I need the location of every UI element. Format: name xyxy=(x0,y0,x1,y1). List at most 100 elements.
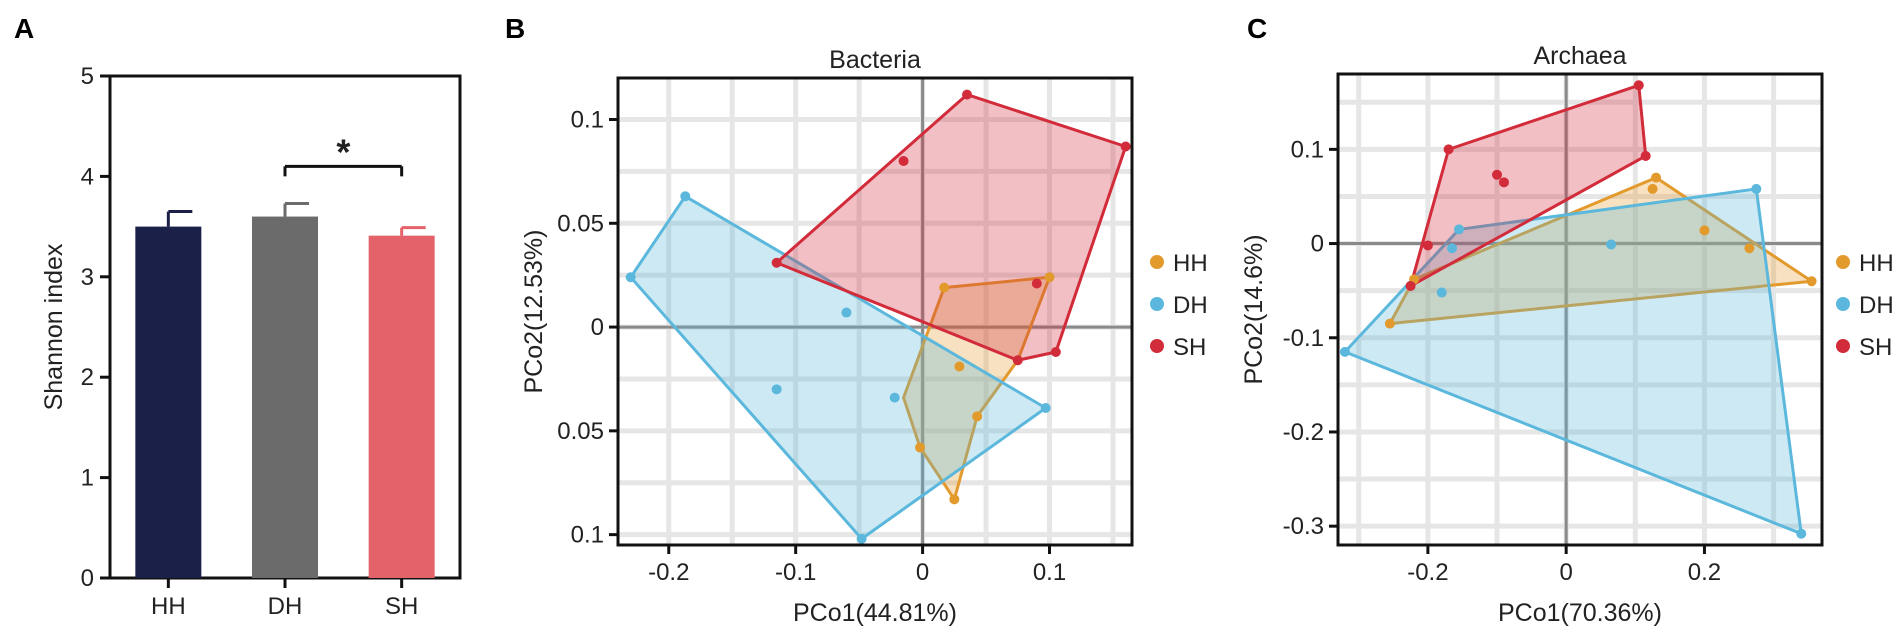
point-dh xyxy=(1447,243,1458,254)
point-dh xyxy=(1040,403,1051,414)
panel-a: A 0 1 2 3 4 5 Shannon index HH DH SH * xyxy=(14,13,462,620)
y-tick-label: 4 xyxy=(81,163,94,190)
point-hh xyxy=(954,361,965,372)
legend-label-hh: HH xyxy=(1859,250,1894,277)
hull-sh xyxy=(775,93,1128,362)
point-hh xyxy=(1744,243,1755,254)
x-tick-label: SH xyxy=(385,593,418,620)
point-dh xyxy=(625,272,636,283)
y-tick-label: -0.2 xyxy=(1283,419,1324,446)
point-dh xyxy=(1751,183,1762,194)
point-dh xyxy=(856,533,867,544)
point-sh xyxy=(1050,346,1061,357)
legend-label-sh: SH xyxy=(1859,334,1892,361)
chart-title: Archaea xyxy=(1533,42,1626,70)
x-tick-label: -0.2 xyxy=(648,559,689,586)
y-tick-label: 0.1 xyxy=(571,522,604,549)
legend-marker-sh xyxy=(1150,339,1164,353)
point-hh xyxy=(1651,172,1662,183)
legend-marker-dh xyxy=(1150,297,1164,311)
x-tick-label: 0.2 xyxy=(1688,559,1721,586)
legend-label-sh: SH xyxy=(1173,334,1206,361)
panel-letter-b: B xyxy=(505,13,525,44)
plot-frame xyxy=(1336,72,1824,547)
x-tick-label: HH xyxy=(151,593,186,620)
bar-sh xyxy=(368,235,435,579)
legend-marker-hh xyxy=(1836,255,1850,269)
point-dh xyxy=(680,191,691,202)
point-sh xyxy=(1120,141,1131,152)
legend-label-dh: DH xyxy=(1859,292,1894,319)
point-sh xyxy=(1443,144,1454,155)
point-sh xyxy=(962,89,973,100)
plot-frame xyxy=(616,76,1134,547)
point-sh xyxy=(898,156,909,167)
point-dh xyxy=(1436,287,1447,298)
point-dh xyxy=(889,392,900,403)
point-dh xyxy=(1339,346,1350,357)
y-tick-label: 0.1 xyxy=(1291,136,1324,163)
hull-dh xyxy=(1343,187,1803,536)
point-hh xyxy=(939,282,950,293)
point-hh xyxy=(1044,272,1055,283)
x-tick-label: DH xyxy=(268,593,303,620)
y-tick-label: 0.05 xyxy=(557,418,604,445)
point-dh xyxy=(1454,224,1464,235)
bar-hh xyxy=(135,226,202,578)
y-tick-label: -0.3 xyxy=(1283,513,1324,540)
point-dh xyxy=(1606,239,1617,250)
hull-hh xyxy=(902,275,1052,501)
x-tick-label: 0 xyxy=(1559,559,1572,586)
y-tick-label: 0 xyxy=(591,314,604,341)
point-hh xyxy=(972,411,983,422)
point-sh xyxy=(771,257,782,268)
y-axis-title: Shannon index xyxy=(40,243,68,410)
y-tick-label: 0 xyxy=(1311,231,1324,258)
legend-marker-dh xyxy=(1836,297,1850,311)
panel-letter-c: C xyxy=(1247,13,1267,44)
point-sh xyxy=(1492,169,1503,180)
y-tick-label: 0 xyxy=(81,565,94,592)
point-hh xyxy=(915,442,926,453)
y-tick-label: 0.05 xyxy=(557,210,604,237)
point-sh xyxy=(1405,280,1416,291)
point-sh xyxy=(1498,177,1509,188)
y-tick-label: 2 xyxy=(81,364,94,391)
panel-letter-a: A xyxy=(14,13,34,44)
point-sh xyxy=(1640,150,1651,161)
point-dh xyxy=(771,384,782,395)
panel-c: C -0.2 0 0.2 -0.3 -0.2 -0.1 0 0.1 Archaea PCo1(70… xyxy=(1240,13,1894,627)
point-hh xyxy=(1647,183,1658,194)
point-hh xyxy=(1699,225,1710,236)
point-hh xyxy=(1384,318,1395,329)
point-sh xyxy=(1012,355,1023,366)
panel-b: B -0.2 -0.1 0 0.1 0.1 0.05 0 0.05 0.1 Bacteria PCo… xyxy=(505,13,1208,627)
x-tick-label: -0.2 xyxy=(1407,559,1448,586)
y-tick-label: 5 xyxy=(81,63,94,90)
point-hh xyxy=(1806,276,1817,287)
point-dh xyxy=(1796,528,1807,539)
x-axis-title: PCo1(44.81%) xyxy=(793,599,957,627)
legend-label-hh: HH xyxy=(1173,250,1208,277)
y-tick-label: 1 xyxy=(81,465,94,492)
point-hh xyxy=(949,494,960,505)
point-sh xyxy=(1633,80,1644,91)
x-tick-label: 0.1 xyxy=(1033,559,1066,586)
x-tick-label: 0 xyxy=(916,559,929,586)
x-tick-label: -0.1 xyxy=(775,559,816,586)
point-sh xyxy=(1422,240,1433,251)
legend-marker-hh xyxy=(1150,255,1164,269)
legend-marker-sh xyxy=(1836,339,1850,353)
y-tick-label: -0.1 xyxy=(1283,325,1324,352)
bar-dh xyxy=(252,216,318,578)
significance-label: * xyxy=(336,131,350,172)
legend-label-dh: DH xyxy=(1173,292,1208,319)
y-axis-title: PCo2(12.53%) xyxy=(520,230,548,394)
chart-title: Bacteria xyxy=(829,46,921,74)
y-tick-label: 0.1 xyxy=(571,107,604,134)
x-axis-title: PCo1(70.36%) xyxy=(1498,599,1662,627)
point-sh xyxy=(1031,278,1042,289)
y-tick-label: 3 xyxy=(81,264,94,291)
y-axis-title: PCo2(14.6%) xyxy=(1240,234,1268,384)
